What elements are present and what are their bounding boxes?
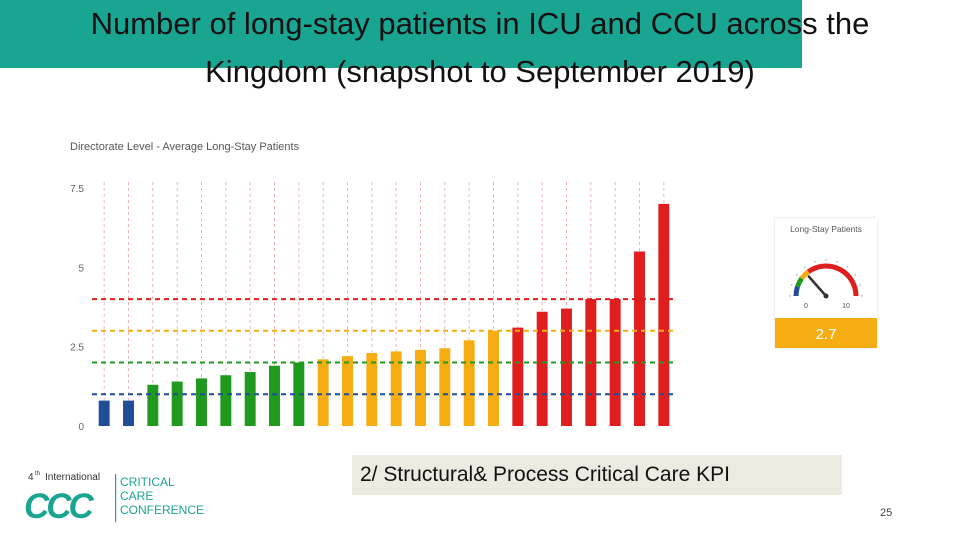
gauge-tick bbox=[825, 259, 827, 261]
chart-title: Directorate Level - Average Long-Stay Pa… bbox=[70, 141, 300, 153]
gauge-tick bbox=[861, 295, 863, 297]
logo-edition-number: 4 bbox=[28, 472, 34, 483]
bar bbox=[366, 353, 378, 426]
kpi-label: 2/ Structural& Process Critical Care KPI bbox=[352, 455, 842, 495]
page-number: 25 bbox=[880, 507, 893, 519]
y-tick-label: 0 bbox=[78, 422, 84, 430]
gauge-value-box bbox=[775, 318, 877, 348]
slide-title: Number of long-stay patients in ICU and … bbox=[90, 6, 870, 89]
gauge-tick bbox=[836, 261, 838, 263]
title-accent-bar bbox=[0, 0, 802, 68]
logo-edition-word: International bbox=[45, 472, 100, 483]
gauge-tick bbox=[814, 261, 816, 263]
bar bbox=[147, 384, 159, 426]
gauge-needle bbox=[807, 275, 828, 298]
gauge-hub bbox=[823, 293, 829, 299]
bar bbox=[439, 348, 451, 426]
logo-line-conference: CONFERENCE bbox=[120, 503, 204, 517]
bar bbox=[488, 330, 499, 426]
bar bbox=[220, 375, 232, 426]
gauge-band bbox=[806, 263, 859, 297]
bar bbox=[463, 340, 475, 426]
bar-chart-card: Directorate Level - Average Long-Stay Pa… bbox=[62, 128, 682, 433]
gauge-card: Long-Stay Patients 0 10 2.7 bbox=[775, 218, 877, 348]
bar bbox=[536, 311, 548, 426]
y-tick-label: 2.5 bbox=[70, 343, 84, 354]
gauge-tick bbox=[846, 266, 848, 268]
bar bbox=[98, 400, 110, 426]
gauge-value: 2.7 bbox=[816, 326, 837, 343]
conference-logo: 4 th International CCC CRITICAL CARE CON… bbox=[24, 471, 204, 524]
bar bbox=[123, 400, 134, 426]
gauge-tick bbox=[854, 274, 856, 276]
y-tick-label: 5 bbox=[78, 263, 84, 274]
gauge-tick bbox=[859, 284, 861, 286]
y-tick-label: 7.5 bbox=[70, 184, 84, 195]
gauge-chart: Long-Stay Patients 0 10 2.7 bbox=[775, 224, 877, 348]
bar bbox=[561, 308, 572, 426]
bar-chart: Directorate Level - Average Long-Stay Pa… bbox=[70, 141, 676, 433]
bar bbox=[317, 359, 329, 426]
bar bbox=[512, 327, 524, 426]
gauge-tick bbox=[789, 295, 791, 297]
gauge-band bbox=[795, 276, 804, 288]
bar bbox=[342, 356, 353, 426]
bar bbox=[390, 351, 402, 426]
logo-line-care: CARE bbox=[120, 489, 153, 503]
logo-mark: CCC bbox=[24, 487, 95, 524]
gauge-band bbox=[799, 269, 810, 280]
bar bbox=[171, 381, 183, 426]
gauge-title: Long-Stay Patients bbox=[790, 224, 862, 234]
gauge-band bbox=[793, 285, 800, 297]
logo-line-critical: CRITICAL bbox=[120, 475, 175, 489]
bar bbox=[269, 365, 280, 426]
gauge-min-label: 0 bbox=[804, 303, 808, 310]
gauge-tick bbox=[796, 274, 798, 276]
gauge-max-label: 10 bbox=[842, 303, 850, 310]
logo-edition-suffix: th bbox=[35, 471, 40, 477]
bar bbox=[293, 362, 305, 426]
bar bbox=[196, 378, 207, 426]
bar bbox=[658, 203, 670, 426]
logo-divider bbox=[115, 474, 117, 522]
bar bbox=[244, 372, 256, 426]
bar bbox=[634, 251, 645, 426]
gauge-tick bbox=[791, 284, 793, 286]
gauge-tick bbox=[804, 266, 806, 268]
bar bbox=[415, 349, 426, 426]
